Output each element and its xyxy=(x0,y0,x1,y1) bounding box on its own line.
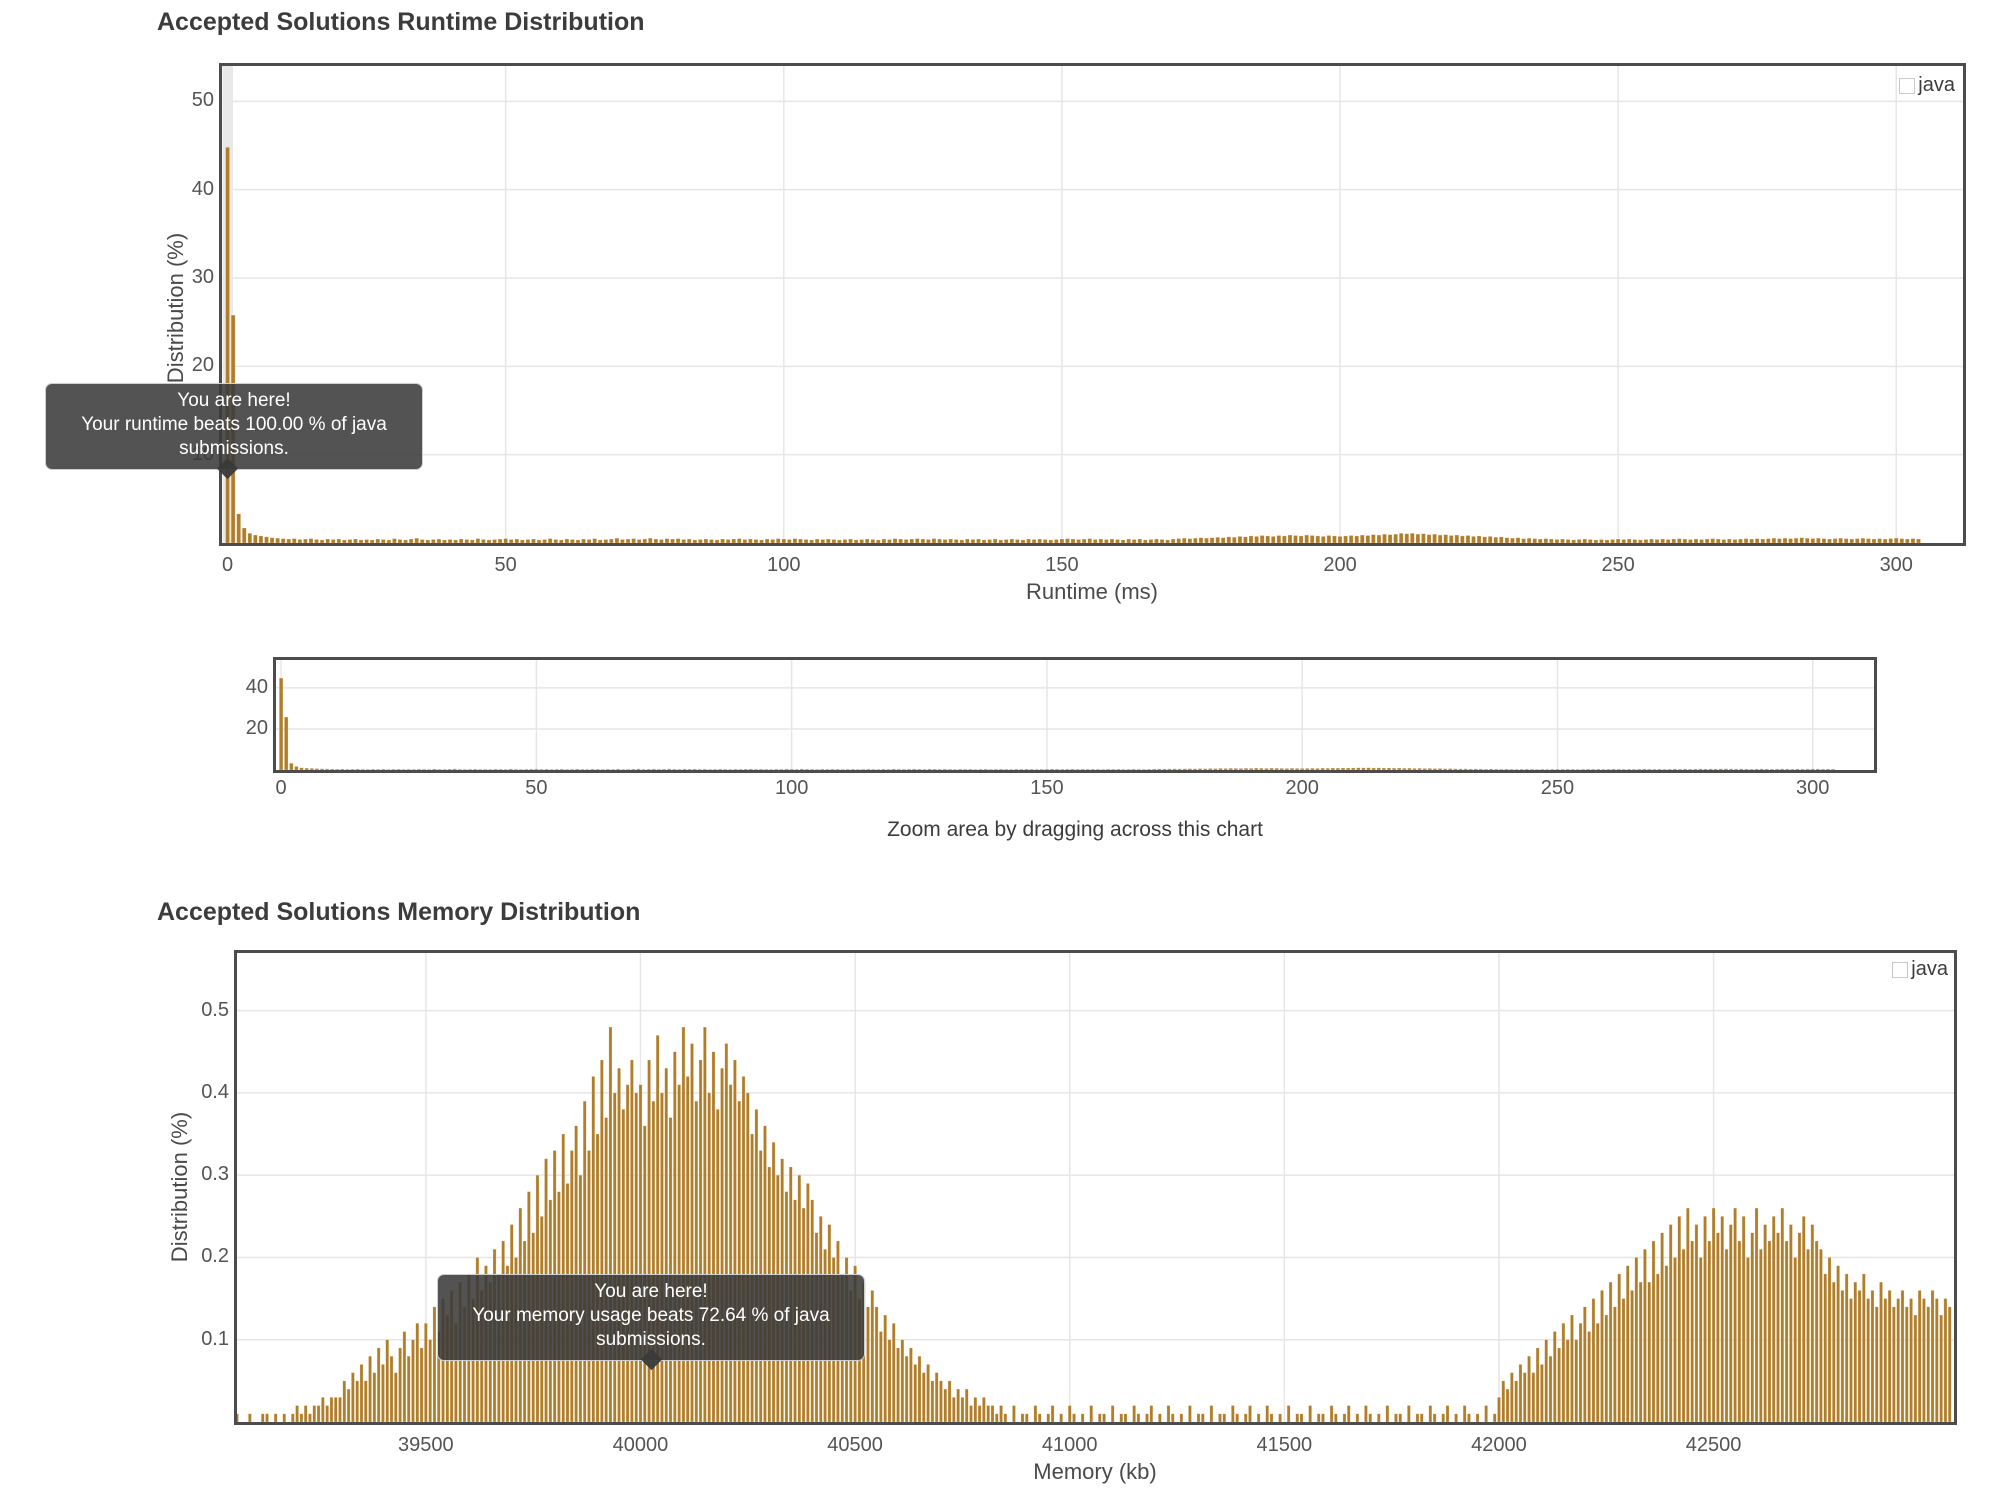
plot-navigator-grid-lines xyxy=(276,660,1874,770)
x-tick-label: 250 xyxy=(1601,554,1635,576)
legend-label: java xyxy=(1911,958,1948,980)
runtime-chart-title: Accepted Solutions Runtime Distribution xyxy=(157,8,645,36)
y-tick-label: 30 xyxy=(191,266,214,288)
x-tick-label: 50 xyxy=(494,554,517,576)
x-tick-label: 150 xyxy=(1045,554,1079,576)
x-tick-label: 300 xyxy=(1879,554,1913,576)
x-tick-label: 42000 xyxy=(1471,1434,1527,1456)
x-tick-label: 41500 xyxy=(1256,1434,1313,1456)
legend-label: java xyxy=(1918,74,1955,96)
x-tick-label: 42500 xyxy=(1685,1434,1742,1456)
plot-runtime-grid-lines xyxy=(222,66,1963,543)
x-tick-label: 41000 xyxy=(1041,1434,1098,1456)
x-tick-label: 150 xyxy=(1030,777,1064,799)
plot-memory-bars xyxy=(237,1026,1952,1422)
x-tick-label: 39500 xyxy=(398,1434,454,1456)
y-tick-label: 0.1 xyxy=(201,1327,229,1350)
x-tick-label: 0 xyxy=(221,554,234,576)
tooltip-line2: Your runtime beats 100.00 % of java subm… xyxy=(81,414,387,459)
memory-legend[interactable]: java xyxy=(1892,958,1948,981)
y-tick-label: 40 xyxy=(245,675,268,698)
runtime-x-axis-title: Runtime (ms) xyxy=(1025,579,1159,604)
y-tick-label: 50 xyxy=(191,89,214,112)
tooltip-line2: Your memory usage beats 72.64 % of java … xyxy=(472,1305,830,1350)
y-tick-label: 0.2 xyxy=(201,1245,229,1268)
x-tick-label: 300 xyxy=(1796,777,1830,799)
y-tick-label: 20 xyxy=(191,354,214,377)
x-tick-label: 200 xyxy=(1285,777,1319,799)
runtime-legend[interactable]: java xyxy=(1899,74,1955,97)
navigator-zoom-chart[interactable] xyxy=(273,657,1877,773)
memory-x-axis-title: Memory (kb) xyxy=(1033,1459,1157,1484)
tooltip-line1: You are here! xyxy=(177,390,291,411)
x-tick-label: 200 xyxy=(1323,554,1357,576)
y-tick-label: 0.3 xyxy=(201,1163,229,1186)
y-tick-label: 40 xyxy=(191,177,214,200)
plot-navigator-bars xyxy=(278,677,1836,770)
memory-y-axis-title: Distribution (%) xyxy=(167,1111,192,1263)
navigator-caption: Zoom area by dragging across this chart xyxy=(887,818,1263,841)
legend-swatch-icon xyxy=(1899,77,1916,94)
x-tick-label: 50 xyxy=(525,777,548,799)
x-tick-label: 100 xyxy=(774,777,809,799)
x-tick-label: 40000 xyxy=(612,1434,669,1456)
y-tick-label: 0.5 xyxy=(201,998,229,1021)
x-tick-label: 250 xyxy=(1540,777,1575,799)
x-tick-label: 40500 xyxy=(827,1434,883,1456)
x-tick-label: 0 xyxy=(275,777,287,799)
runtime-tooltip: You are here! Your runtime beats 100.00 … xyxy=(45,383,423,480)
tooltip-line1: You are here! xyxy=(594,1281,708,1302)
y-tick-label: 20 xyxy=(245,716,268,739)
memory-tooltip: You are here! Your memory usage beats 72… xyxy=(437,1274,865,1371)
y-tick-label: 0.4 xyxy=(201,1080,229,1103)
plot-runtime-bars xyxy=(225,146,1921,543)
memory-chart-title: Accepted Solutions Memory Distribution xyxy=(157,898,641,926)
runtime-chart-plot-area[interactable] xyxy=(219,63,1966,546)
x-tick-label: 100 xyxy=(767,554,801,576)
legend-swatch-icon xyxy=(1892,961,1909,978)
